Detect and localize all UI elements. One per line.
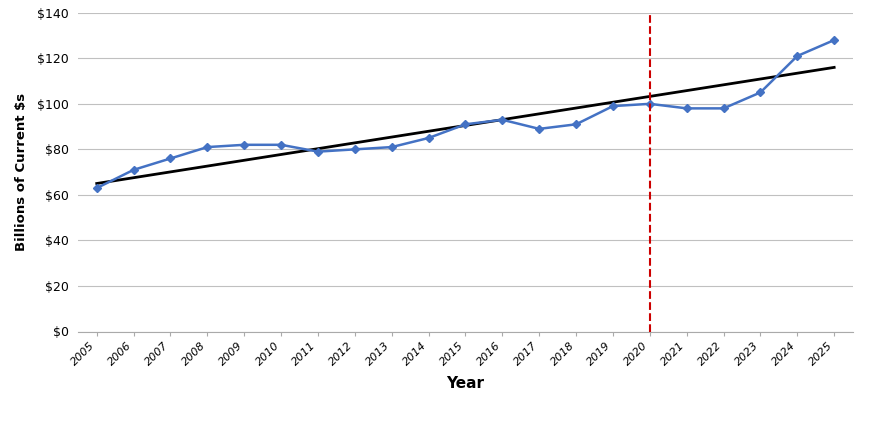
Y-axis label: Billions of Current $s: Billions of Current $s [16, 93, 29, 251]
X-axis label: Year: Year [446, 376, 484, 391]
